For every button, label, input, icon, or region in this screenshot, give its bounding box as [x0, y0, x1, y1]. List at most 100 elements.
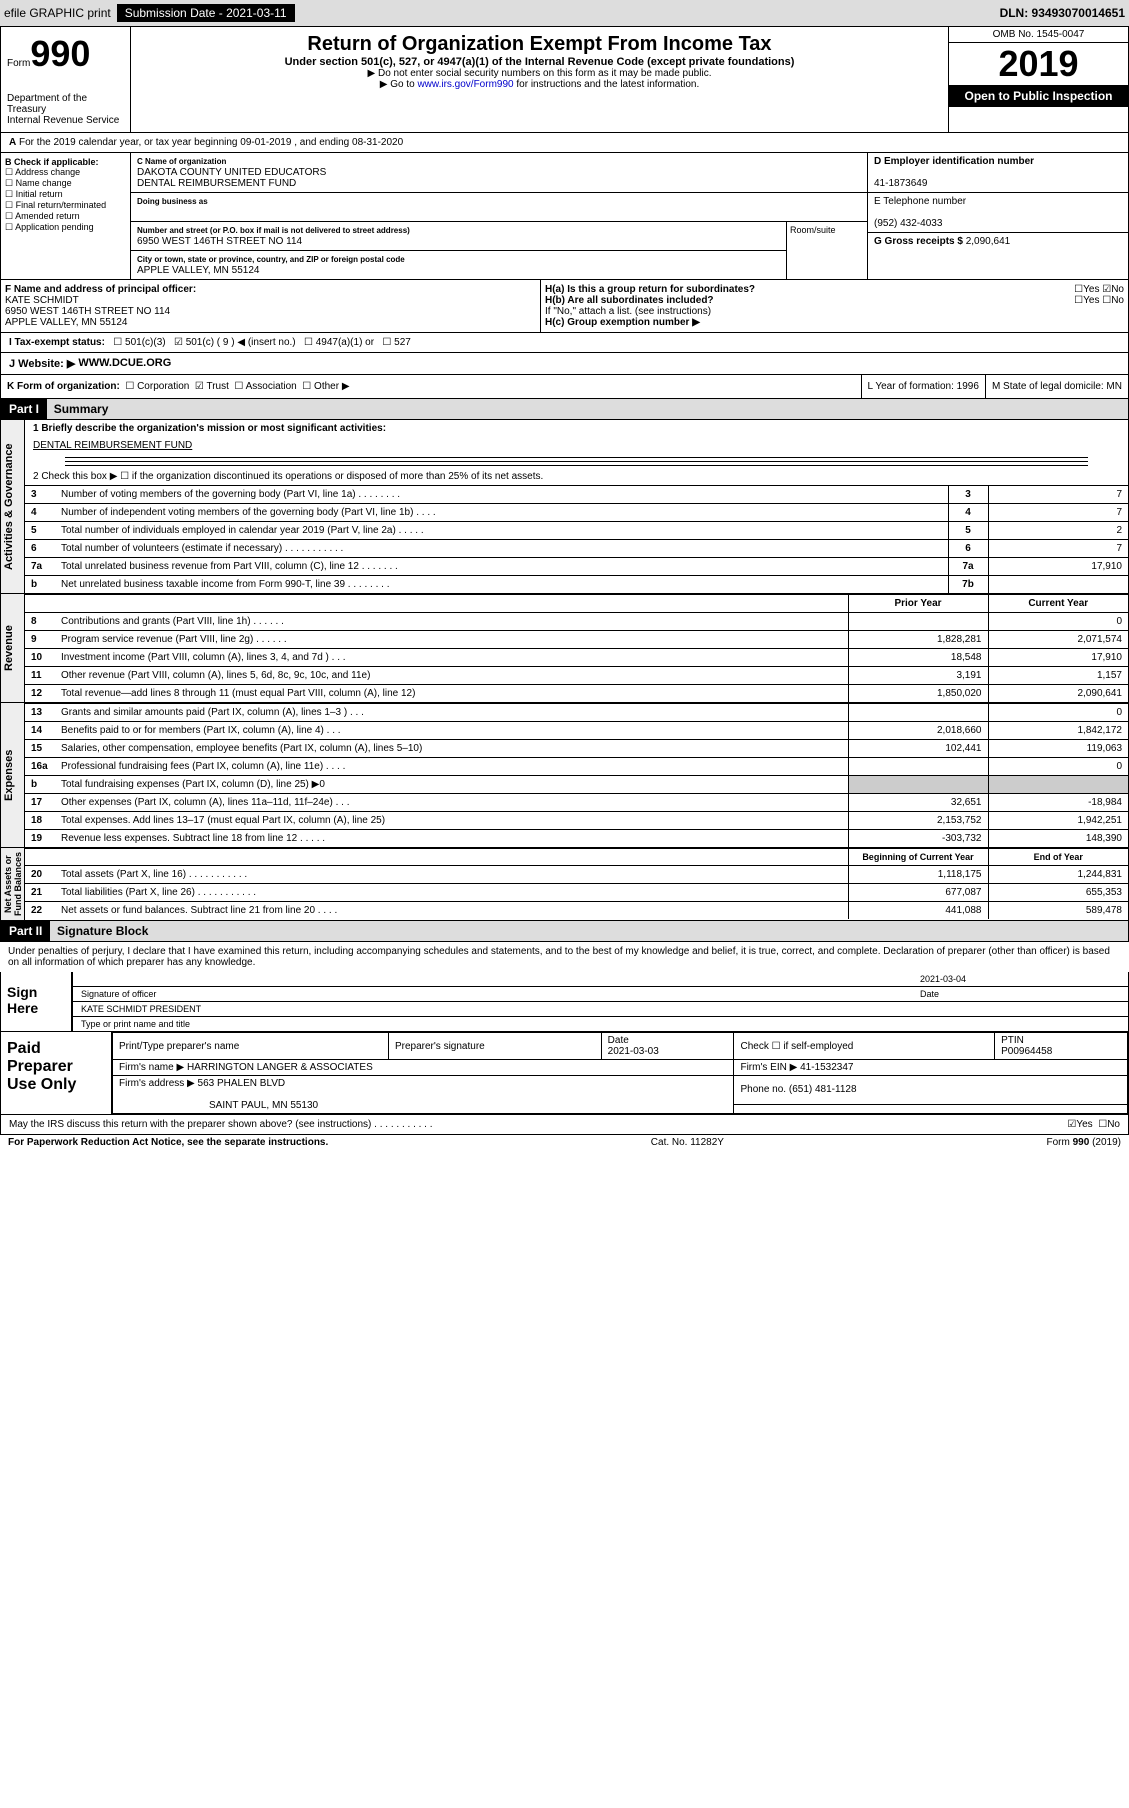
omb-number: OMB No. 1545-0047: [949, 27, 1128, 43]
phone-label: E Telephone number: [874, 196, 966, 207]
opt-527[interactable]: 527: [394, 337, 411, 348]
preparer-table: Print/Type preparer's name Preparer's si…: [112, 1032, 1128, 1114]
declaration-text: Under penalties of perjury, I declare th…: [0, 942, 1129, 972]
line-2: 2 Check this box ▶ ☐ if the organization…: [25, 468, 1128, 485]
tax-year: 2019: [949, 43, 1128, 85]
instruction-2: ▶ Go to www.irs.gov/Form990 for instruct…: [137, 79, 942, 90]
governance-section: Activities & Governance 1 Briefly descri…: [0, 420, 1129, 594]
discuss-no[interactable]: No: [1107, 1119, 1120, 1130]
discuss-yes[interactable]: Yes: [1076, 1119, 1092, 1130]
tax-exempt-row: I Tax-exempt status: ☐ 501(c)(3) ☑ 501(c…: [0, 333, 1129, 353]
year-formation: L Year of formation: 1996: [861, 375, 985, 398]
footer-right: Form 990 (2019): [1047, 1137, 1121, 1148]
city-label: City or town, state or province, country…: [137, 255, 405, 264]
hb-yes[interactable]: Yes: [1083, 295, 1099, 306]
public-inspection: Open to Public Inspection: [949, 85, 1128, 107]
header: Form990 Department of the Treasury Inter…: [0, 26, 1129, 133]
k-label: K Form of organization:: [7, 381, 120, 392]
opt-501c3[interactable]: 501(c)(3): [125, 337, 166, 348]
footer-row: For Paperwork Reduction Act Notice, see …: [0, 1135, 1129, 1150]
section-d-e-g: D Employer identification number41-18736…: [868, 153, 1128, 279]
sig-label: Signature of officer: [81, 989, 920, 999]
website-value[interactable]: WWW.DCUE.ORG: [78, 357, 171, 370]
discuss-question: May the IRS discuss this return with the…: [9, 1119, 433, 1130]
ha-label: H(a) Is this a group return for subordin…: [545, 284, 755, 295]
ha-no[interactable]: No: [1111, 284, 1124, 295]
section-b-label: B Check if applicable:: [5, 157, 99, 167]
expenses-table: 13Grants and similar amounts paid (Part …: [25, 703, 1128, 847]
form-word: Form: [7, 58, 30, 69]
revenue-table: Prior YearCurrent Year8Contributions and…: [25, 594, 1128, 702]
hb-no[interactable]: No: [1111, 295, 1124, 306]
part-2-header: Part II Signature Block: [0, 921, 1129, 942]
dln: DLN: 93493070014651: [1000, 6, 1125, 20]
state-domicile: M State of legal domicile: MN: [985, 375, 1128, 398]
governance-strip: Activities & Governance: [1, 420, 25, 593]
period-row: A For the 2019 calendar year, or tax yea…: [0, 133, 1129, 153]
submission-date: Submission Date - 2021-03-11: [117, 4, 295, 22]
instruction-1: ▶ Do not enter social security numbers o…: [137, 68, 942, 79]
section-h: H(a) Is this a group return for subordin…: [541, 280, 1128, 332]
efile-label[interactable]: efile GRAPHIC print: [4, 6, 111, 20]
room-suite-label: Room/suite: [787, 222, 867, 279]
section-b: B Check if applicable: ☐ Address change☐…: [1, 153, 131, 279]
form-label-block: Form990 Department of the Treasury Inter…: [1, 27, 131, 132]
prep-sig-hdr: Preparer's signature: [388, 1033, 601, 1060]
part-1-tag: Part I: [1, 399, 47, 419]
officer-addr1: 6950 WEST 146TH STREET NO 114: [5, 306, 170, 317]
info-grid: B Check if applicable: ☐ Address change☐…: [0, 153, 1129, 280]
city-state-zip: APPLE VALLEY, MN 55124: [137, 265, 260, 276]
subtitle: Under section 501(c), 527, or 4947(a)(1)…: [137, 56, 942, 68]
opt-4947[interactable]: 4947(a)(1) or: [316, 337, 374, 348]
name-label: C Name of organization: [137, 157, 226, 166]
ein-value: 41-1873649: [874, 178, 927, 189]
discuss-row: May the IRS discuss this return with the…: [0, 1115, 1129, 1135]
hb-label: H(b) Are all subordinates included?: [545, 295, 714, 306]
ha-yes[interactable]: Yes: [1083, 284, 1099, 295]
top-bar: efile GRAPHIC print Submission Date - 20…: [0, 0, 1129, 26]
netassets-strip: Net Assets or Fund Balances: [1, 848, 25, 920]
netassets-table: Beginning of Current YearEnd of Year20To…: [25, 848, 1128, 919]
phone-value: (952) 432-4033: [874, 218, 942, 229]
hc-label: H(c) Group exemption number ▶: [545, 317, 700, 328]
governance-table: 3Number of voting members of the governi…: [25, 485, 1128, 593]
firm-ein-cell: Firm's EIN ▶ 41-1532347: [734, 1060, 1128, 1076]
sign-date: 2021-03-04: [920, 974, 1120, 984]
footer-mid: Cat. No. 11282Y: [651, 1137, 724, 1148]
mission-answer: DENTAL REIMBURSEMENT FUND: [25, 437, 1128, 454]
prep-date-cell: Date2021-03-03: [601, 1033, 734, 1060]
officer-addr2: APPLE VALLEY, MN 55124: [5, 317, 128, 328]
expenses-strip: Expenses: [1, 703, 25, 847]
revenue-section: Revenue Prior YearCurrent Year8Contribut…: [0, 594, 1129, 703]
tax-exempt-label: I Tax-exempt status:: [9, 337, 105, 348]
preparer-label: Paid Preparer Use Only: [1, 1032, 111, 1114]
firm-name-cell: Firm's name ▶ HARRINGTON LANGER & ASSOCI…: [113, 1060, 734, 1076]
footer-left: For Paperwork Reduction Act Notice, see …: [8, 1137, 328, 1148]
sign-date-label: Date: [920, 989, 1120, 999]
part-2-title: Signature Block: [57, 924, 148, 938]
firm-phone-cell: Phone no. (651) 481-1128: [734, 1076, 1128, 1105]
signer-name-label: Type or print name and title: [81, 1019, 190, 1029]
year-box: OMB No. 1545-0047 2019 Open to Public In…: [948, 27, 1128, 132]
section-f-h: F Name and address of principal officer:…: [0, 280, 1129, 333]
opt-501c[interactable]: 501(c) ( 9 ) ◀ (insert no.): [186, 337, 296, 348]
gross-receipts-label: G Gross receipts $: [874, 236, 963, 247]
firm-addr-cell: Firm's address ▶ 563 PHALEN BLVDSAINT PA…: [113, 1076, 734, 1114]
dept-label: Department of the Treasury Internal Reve…: [7, 93, 124, 126]
irs-link[interactable]: www.irs.gov/Form990: [417, 79, 513, 90]
dba-label: Doing business as: [137, 197, 208, 206]
period-text: For the 2019 calendar year, or tax year …: [19, 137, 403, 148]
main-title: Return of Organization Exempt From Incom…: [137, 33, 942, 56]
section-c: C Name of organizationDAKOTA COUNTY UNIT…: [131, 153, 868, 279]
part-1-header: Part I Summary: [0, 399, 1129, 420]
prep-self-employed[interactable]: Check ☐ if self-employed: [734, 1033, 995, 1060]
part-1-title: Summary: [54, 402, 109, 416]
part-2-tag: Part II: [1, 921, 50, 941]
revenue-strip: Revenue: [1, 594, 25, 702]
title-block: Return of Organization Exempt From Incom…: [131, 27, 948, 132]
org-name: DAKOTA COUNTY UNITED EDUCATORS DENTAL RE…: [137, 167, 326, 189]
addr-label: Number and street (or P.O. box if mail i…: [137, 226, 410, 235]
prep-ptin-cell: PTINP00964458: [995, 1033, 1128, 1060]
preparer-block: Paid Preparer Use Only Print/Type prepar…: [0, 1032, 1129, 1115]
website-label: J Website: ▶: [9, 357, 75, 370]
